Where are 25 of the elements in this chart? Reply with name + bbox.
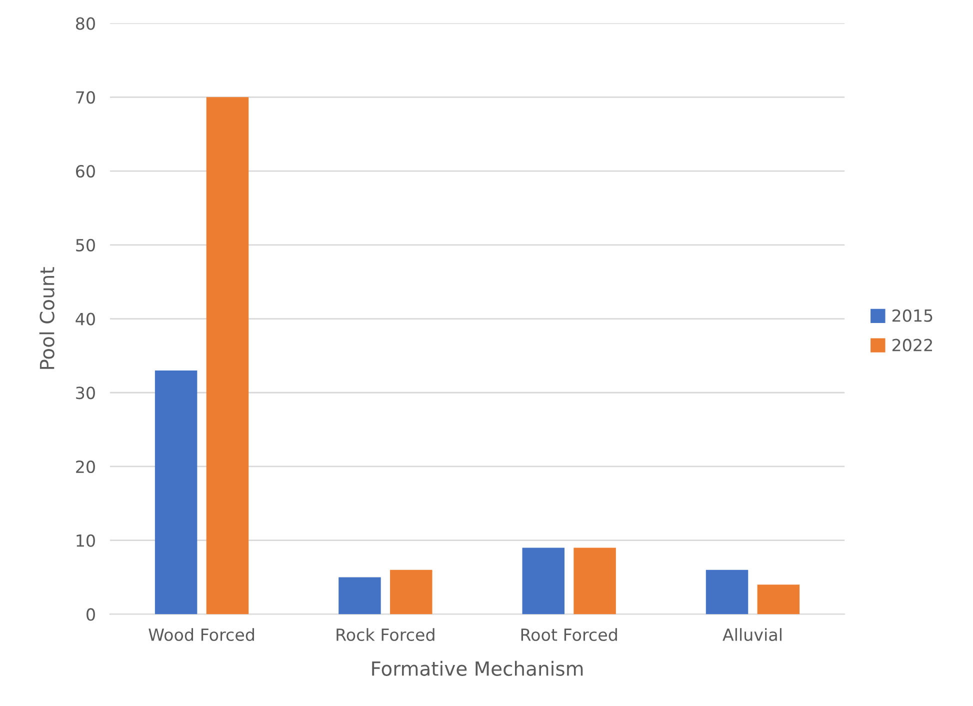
bar: [390, 570, 432, 614]
bar: [338, 577, 381, 614]
y-tick-label: 70: [76, 91, 95, 104]
y-axis-title: Pool Count: [39, 267, 54, 369]
y-tick-label: 10: [76, 534, 95, 547]
x-tick-label: Wood Forced: [148, 628, 254, 642]
x-tick-label: Rock Forced: [336, 628, 434, 642]
bar: [154, 370, 198, 614]
bar: [522, 548, 564, 614]
y-tick-label: 20: [76, 460, 95, 474]
bar: [574, 548, 616, 614]
bar: [206, 97, 249, 614]
x-axis-title: Formative Mechanism: [372, 660, 583, 676]
y-tick-label: 80: [76, 17, 95, 30]
bar: [757, 584, 800, 614]
y-tick-label: 0: [86, 608, 95, 621]
y-tick-label: 40: [76, 312, 95, 326]
x-tick-label: Root Forced: [521, 628, 617, 642]
x-tick-label: Alluvial: [722, 628, 782, 642]
legend-label: 2022: [892, 338, 932, 352]
bar: [706, 570, 748, 614]
y-tick-label: 60: [76, 164, 95, 178]
y-tick-label: 30: [76, 386, 95, 400]
legend-label: 2015: [892, 309, 932, 322]
y-tick-label: 50: [76, 238, 95, 252]
